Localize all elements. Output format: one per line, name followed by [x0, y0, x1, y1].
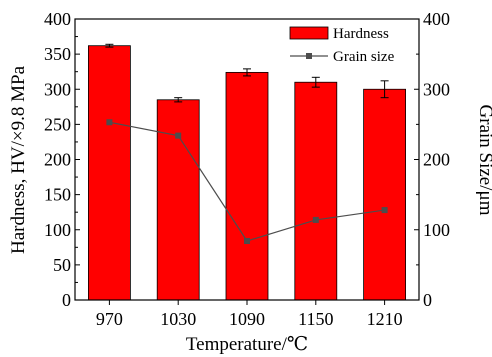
x-tick-label: 1150 [298, 309, 333, 329]
y-left-tick-label: 400 [44, 9, 71, 29]
grain-size-point [381, 207, 388, 214]
hardness-bar [156, 99, 200, 301]
y-left-tick-label: 50 [53, 255, 71, 275]
y-left-tick-label: 350 [44, 44, 71, 64]
grain-size-point [312, 216, 319, 223]
grain-size-line [106, 119, 388, 244]
y-left-tick-label: 150 [44, 185, 71, 205]
x-tick-label: 1030 [160, 309, 196, 329]
y-axis-left-title: Hardness, HV/×9.8 MPa [8, 65, 29, 254]
y-right-tick-label: 300 [423, 79, 450, 99]
legend-label-hardness: Hardness [333, 26, 389, 42]
y-left-tick-label: 250 [44, 114, 71, 134]
hardness-bars [88, 43, 407, 301]
x-axis-title: Temperature/℃ [186, 334, 308, 355]
y-right-tick-label: 100 [423, 220, 450, 240]
grain-size-point [175, 132, 182, 139]
legend: Hardness Grain size [289, 26, 395, 65]
y-right-tick-label: 200 [423, 150, 450, 170]
hardness-bar [225, 71, 269, 301]
y-left-tick-label: 0 [62, 290, 71, 310]
y-axis-right-title: Grain Size/μm [475, 105, 492, 216]
grain-size-point [244, 237, 250, 244]
y-left-tick-label: 300 [44, 79, 71, 99]
legend-swatch-hardness [289, 26, 329, 40]
y-right-tick-label: 400 [423, 9, 450, 29]
hardness-bar [294, 81, 338, 301]
x-tick-label: 970 [96, 309, 123, 329]
y-right-tick-label: 0 [423, 290, 432, 310]
x-tick-label: 1210 [367, 309, 403, 329]
legend-label-grain-size: Grain size [333, 49, 395, 65]
legend-marker-grain-size [306, 53, 312, 59]
y-left-tick-label: 200 [44, 150, 71, 170]
y-left-tick-label: 100 [44, 220, 71, 240]
grain-size-point [106, 119, 113, 126]
hardness-bar [88, 45, 131, 301]
hardness-bar [363, 88, 407, 301]
x-tick-label: 1090 [229, 309, 265, 329]
axes: 0 50 100 150 200 250 300 350 400 0 100 200 300 400 970… [44, 9, 450, 329]
